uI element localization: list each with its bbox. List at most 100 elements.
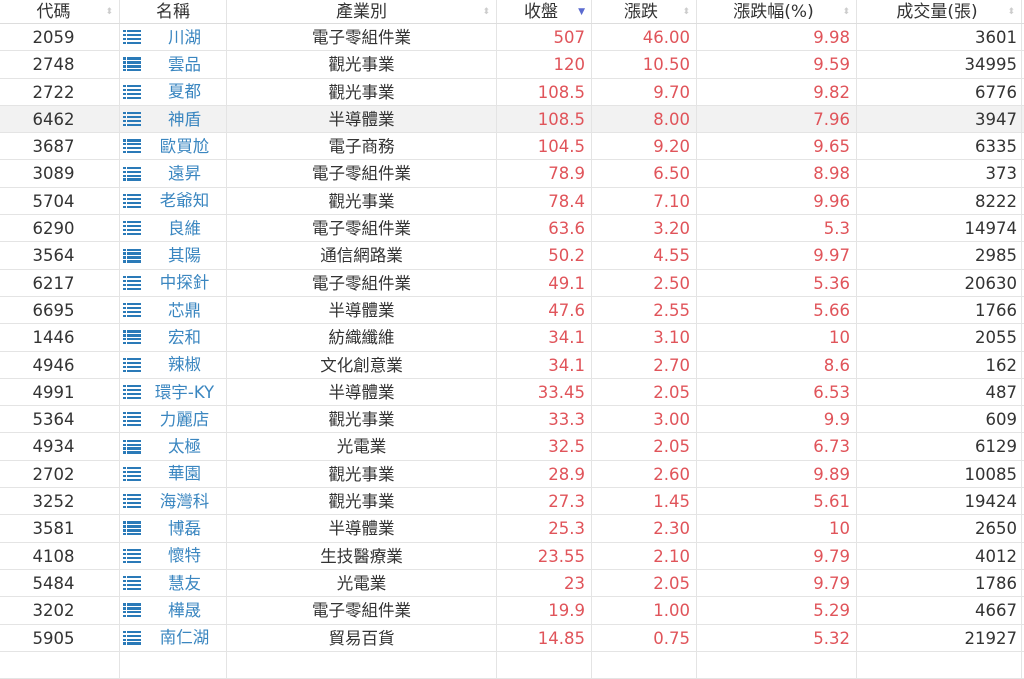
table-row[interactable]: 5364 力麗店 觀光事業 33.3 3.00 9.9 609 <box>0 406 1024 434</box>
price-change: 10.50 <box>592 51 697 78</box>
table-row[interactable]: 6290 良維 電子零組件業 63.6 3.20 5.3 14974 <box>0 215 1024 243</box>
table-row[interactable]: 6462 神盾 半導體業 108.5 8.00 7.96 3947 <box>0 105 1024 134</box>
table-row[interactable]: 4946 辣椒 文化創意業 34.1 2.70 8.6 162 <box>0 351 1024 379</box>
stock-name-link[interactable]: 神盾 <box>168 109 201 129</box>
stock-code: 6290 <box>0 215 120 242</box>
volume: 2055 <box>857 324 1022 351</box>
price-change: 2.05 <box>592 433 697 460</box>
list-icon[interactable] <box>123 494 141 509</box>
table-row[interactable]: 3564 其陽 通信網路業 50.2 4.55 9.97 2985 <box>0 242 1024 270</box>
list-icon[interactable] <box>123 166 141 181</box>
stock-name-link[interactable]: 環宇-KY <box>154 382 215 402</box>
table-row[interactable]: 2059 川湖 電子零組件業 507 46.00 9.98 3601 <box>0 24 1024 52</box>
table-row[interactable]: 3089 遠昇 電子零組件業 78.9 6.50 8.98 373 <box>0 160 1024 188</box>
list-icon[interactable] <box>123 139 141 154</box>
table-row[interactable]: 4934 太極 光電業 32.5 2.05 6.73 6129 <box>0 433 1024 461</box>
stock-name-link[interactable]: 慧友 <box>168 573 201 593</box>
list-icon[interactable] <box>123 57 141 72</box>
stock-name-link[interactable]: 博磊 <box>168 519 201 538</box>
sort-icon[interactable]: ⬍ <box>105 7 113 17</box>
change-percent: 5.36 <box>697 269 857 296</box>
list-icon[interactable] <box>123 466 141 481</box>
table-row[interactable]: 4991 環宇-KY 半導體業 33.45 2.05 6.53 487 <box>0 378 1024 407</box>
list-icon[interactable] <box>123 30 141 45</box>
sort-icon[interactable]: ⬍ <box>682 7 690 17</box>
table-row[interactable]: 5704 老爺知 觀光事業 78.4 7.10 9.96 8222 <box>0 187 1024 216</box>
list-icon[interactable] <box>123 521 141 536</box>
table-row[interactable]: 2748 雲品 觀光事業 120 10.50 9.59 34995 <box>0 51 1024 79</box>
stock-name-link[interactable]: 川湖 <box>168 27 201 47</box>
stock-name-link[interactable]: 芯鼎 <box>168 300 201 320</box>
sort-icon[interactable]: ⬍ <box>1007 7 1015 17</box>
stock-name-link[interactable]: 其陽 <box>168 246 201 266</box>
stock-name-link[interactable]: 夏都 <box>168 82 201 102</box>
table-row[interactable]: 6217 中探針 電子零組件業 49.1 2.50 5.36 20630 <box>0 269 1024 297</box>
column-header-volume[interactable]: 成交量(張) ⬍ <box>857 0 1022 23</box>
table-row[interactable]: 2722 夏都 觀光事業 108.5 9.70 9.82 6776 <box>0 78 1024 106</box>
table-row[interactable]: 1446 宏和 紡織纖維 34.1 3.10 10 2055 <box>0 324 1024 352</box>
stock-name-cell: 中探針 <box>120 269 227 296</box>
list-icon[interactable] <box>123 303 141 318</box>
stock-name-link[interactable]: 中探針 <box>159 273 210 293</box>
sort-desc-icon[interactable]: ▼ <box>578 7 585 17</box>
price-change: 2.10 <box>592 542 697 569</box>
stock-name-link[interactable]: 力麗店 <box>159 409 210 429</box>
stock-name-link[interactable]: 老爺知 <box>159 191 210 211</box>
sort-icon[interactable]: ⬍ <box>482 7 490 17</box>
list-icon[interactable] <box>123 603 141 618</box>
table-row[interactable]: 3252 海灣科 觀光事業 27.3 1.45 5.61 19424 <box>0 488 1024 516</box>
list-icon[interactable] <box>123 193 141 208</box>
list-icon[interactable] <box>123 385 141 399</box>
list-icon[interactable] <box>123 248 141 263</box>
stock-name-link[interactable]: 宏和 <box>168 327 201 347</box>
price-change: 7.10 <box>592 187 697 215</box>
stock-name-link[interactable]: 華園 <box>168 464 201 484</box>
stock-name-cell: 環宇-KY <box>120 378 227 406</box>
price-change: 8.00 <box>592 105 697 133</box>
stock-name-link[interactable]: 太極 <box>168 437 201 457</box>
column-header-close[interactable]: 收盤 ▼ <box>497 0 592 23</box>
stock-name-link[interactable]: 遠昇 <box>168 164 201 184</box>
list-icon[interactable] <box>123 630 141 645</box>
table-row[interactable]: 6695 芯鼎 半導體業 47.6 2.55 5.66 1766 <box>0 296 1024 325</box>
table-row[interactable]: 3687 歐買尬 電子商務 104.5 9.20 9.65 6335 <box>0 133 1024 161</box>
price-change: 1.45 <box>592 488 697 515</box>
table-row[interactable]: 2702 華園 觀光事業 28.9 2.60 9.89 10085 <box>0 460 1024 489</box>
stock-name-link[interactable]: 樺晟 <box>168 600 201 620</box>
change-percent: 9.82 <box>697 78 857 105</box>
stock-name-link[interactable]: 良維 <box>168 218 201 238</box>
stock-name-link[interactable]: 辣椒 <box>168 355 201 375</box>
close-price: 33.3 <box>497 406 592 433</box>
table-row[interactable]: 3581 博磊 半導體業 25.3 2.30 10 2650 <box>0 515 1024 543</box>
table-row[interactable]: 4108 懷特 生技醫療業 23.55 2.10 9.79 4012 <box>0 542 1024 570</box>
column-header-code[interactable]: 代碼 ⬍ <box>0 0 120 23</box>
list-icon[interactable] <box>123 576 141 591</box>
column-header-change[interactable]: 漲跌 ⬍ <box>592 0 697 23</box>
stock-code: 4991 <box>0 378 120 406</box>
close-price: 19.9 <box>497 597 592 624</box>
list-icon[interactable] <box>123 84 141 99</box>
stock-name-link[interactable]: 海灣科 <box>159 491 210 511</box>
column-header-industry[interactable]: 產業別 ⬍ <box>227 0 497 23</box>
list-icon[interactable] <box>123 412 141 427</box>
stock-name-link[interactable]: 懷特 <box>168 546 201 566</box>
list-icon[interactable] <box>123 439 141 454</box>
list-icon[interactable] <box>123 275 141 290</box>
stock-name-link[interactable]: 歐買尬 <box>159 136 210 156</box>
list-icon[interactable] <box>123 357 141 372</box>
column-header-pct[interactable]: 漲跌幅(%) ⬍ <box>697 0 857 23</box>
price-change: 46.00 <box>592 24 697 51</box>
list-icon[interactable] <box>123 548 141 563</box>
table-row[interactable]: 5905 南仁湖 貿易百貨 14.85 0.75 5.32 21927 <box>0 624 1024 652</box>
table-row[interactable]: 5484 慧友 光電業 23 2.05 9.79 1786 <box>0 569 1024 598</box>
stock-name-link[interactable]: 南仁湖 <box>159 628 210 648</box>
list-icon[interactable] <box>123 112 141 127</box>
price-change: 0.75 <box>592 624 697 651</box>
table-row[interactable]: 3202 樺晟 電子零組件業 19.9 1.00 5.29 4667 <box>0 597 1024 625</box>
list-icon[interactable] <box>123 330 141 345</box>
list-icon[interactable] <box>123 221 141 236</box>
stock-code: 5905 <box>0 624 120 651</box>
volume: 19424 <box>857 488 1022 515</box>
stock-name-link[interactable]: 雲品 <box>168 54 201 74</box>
sort-icon[interactable]: ⬍ <box>842 7 850 17</box>
